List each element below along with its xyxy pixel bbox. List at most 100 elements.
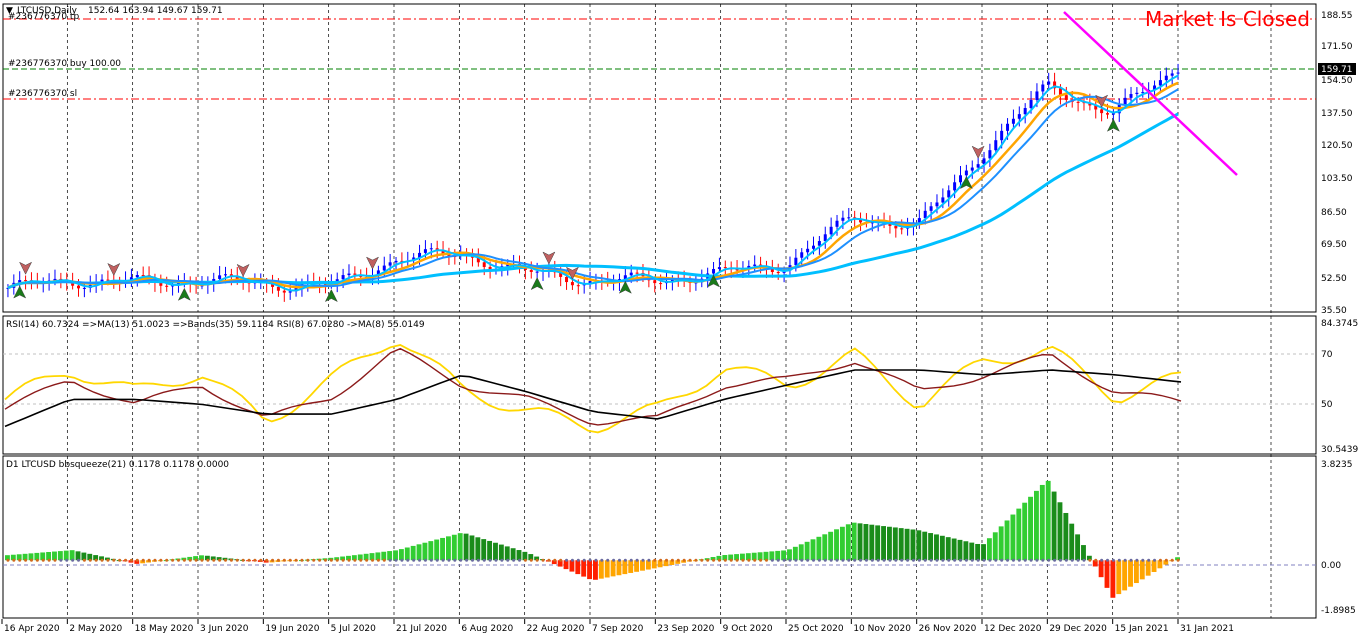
squeeze-bar xyxy=(939,535,945,561)
squeeze-dot xyxy=(729,558,733,562)
squeeze-bar xyxy=(451,534,457,561)
squeeze-axis[interactable]: 3.8235 0.00 -1.8985 xyxy=(1321,460,1356,616)
squeeze-bar xyxy=(481,539,487,561)
price-bar-body xyxy=(588,281,592,284)
squeeze-dot xyxy=(418,558,422,562)
squeeze-dot xyxy=(282,558,286,562)
price-tick: 35.50 xyxy=(1321,306,1347,316)
price-bar-body xyxy=(529,269,533,272)
time-tick: 29 Dec 2020 xyxy=(1049,624,1107,634)
signal-arrows xyxy=(13,94,1120,303)
squeeze-bar xyxy=(434,539,440,561)
squeeze-bar xyxy=(781,550,787,561)
squeeze-dot xyxy=(776,558,780,562)
price-bar-body xyxy=(288,291,292,293)
squeeze-bar xyxy=(57,551,63,561)
price-bar-body xyxy=(1106,113,1109,115)
squeeze-bar xyxy=(675,560,681,564)
rsi-tick: 30.5439 xyxy=(1321,445,1358,455)
price-bar-body xyxy=(800,252,804,258)
squeeze-bar xyxy=(1151,560,1157,572)
squeeze-dot xyxy=(482,558,486,562)
squeeze-dot xyxy=(953,558,957,562)
time-tick: 19 Jun 2020 xyxy=(265,624,319,634)
squeeze-dot xyxy=(547,558,551,562)
price-bar-body xyxy=(964,170,968,176)
squeeze-bar xyxy=(587,560,592,580)
squeeze-dot xyxy=(735,558,739,562)
squeeze-dot xyxy=(1141,558,1145,562)
sell-signal-arrow xyxy=(365,256,380,270)
squeeze-bar xyxy=(663,560,669,567)
squeeze-dot xyxy=(241,558,245,562)
squeeze-dot xyxy=(41,558,45,562)
squeeze-dot xyxy=(165,558,169,562)
squeeze-dot xyxy=(188,558,192,562)
price-bar-body xyxy=(394,260,398,263)
squeeze-bar xyxy=(1004,520,1010,561)
price-bar-body xyxy=(476,257,480,263)
squeeze-dot xyxy=(1029,558,1033,562)
price-bar-body xyxy=(923,210,927,219)
squeeze-dot xyxy=(371,558,374,562)
time-tick: 23 Sep 2020 xyxy=(657,624,714,634)
squeeze-bar xyxy=(945,537,951,561)
squeeze-bar xyxy=(375,552,381,561)
squeeze-bar xyxy=(810,539,816,561)
price-bar-body xyxy=(77,285,80,289)
squeeze-bar xyxy=(1010,514,1016,561)
squeeze-dot xyxy=(423,558,427,562)
price-bar-body xyxy=(1170,73,1174,76)
squeeze-dot xyxy=(147,558,151,562)
price-bar-body xyxy=(400,260,404,262)
squeeze-bar xyxy=(657,560,663,568)
squeeze-bar xyxy=(622,560,628,575)
squeeze-dot xyxy=(1164,558,1168,562)
squeeze-bar xyxy=(1069,523,1075,561)
squeeze-bar xyxy=(334,557,340,561)
squeeze-dot xyxy=(135,558,139,562)
squeeze-dot xyxy=(806,558,810,562)
squeeze-dot xyxy=(318,558,322,562)
price-bar-body xyxy=(418,252,422,258)
squeeze-panel[interactable] xyxy=(2,455,1317,619)
squeeze-dot xyxy=(1153,558,1157,562)
price-tick: 69.50 xyxy=(1321,240,1347,250)
title-arrow-icon[interactable]: ▼ xyxy=(6,6,13,16)
squeeze-dot xyxy=(218,558,222,562)
price-axis[interactable]: 188.55 171.50 154.50 137.50 120.50 103.5… xyxy=(1318,11,1356,316)
price-bar-body xyxy=(235,276,239,280)
squeeze-dot xyxy=(441,558,445,562)
price-bar-body xyxy=(159,282,163,286)
rsi-lines xyxy=(4,344,1182,434)
price-bar-body xyxy=(141,275,145,277)
main-price-panel[interactable] xyxy=(2,3,1317,313)
squeeze-dot xyxy=(512,558,516,562)
squeeze-bar xyxy=(963,541,969,561)
squeeze-bar xyxy=(75,551,81,561)
rsi-axis[interactable]: 84.3745 70 50 30.5439 xyxy=(1321,319,1358,455)
downtrend-line[interactable] xyxy=(1063,11,1238,176)
squeeze-bar xyxy=(1122,560,1128,591)
price-bar-body xyxy=(1123,97,1127,105)
time-axis[interactable]: 16 Apr 2020 2 May 2020 18 May 2020 3 Jun 20… xyxy=(1,619,1234,634)
rsi-panel[interactable] xyxy=(2,315,1317,455)
squeeze-bar xyxy=(1133,560,1139,584)
squeeze-dot xyxy=(829,558,833,562)
squeeze-bar xyxy=(869,524,875,561)
time-tick: 22 Aug 2020 xyxy=(527,624,585,634)
price-bar-body xyxy=(1094,105,1098,110)
sell-signal-arrow xyxy=(1095,94,1109,108)
price-bar-body xyxy=(200,285,204,287)
price-bar-body xyxy=(1100,109,1104,114)
squeeze-dot xyxy=(265,558,269,562)
squeeze-dot xyxy=(976,558,980,562)
squeeze-bar xyxy=(593,560,598,580)
squeeze-dot xyxy=(488,558,492,562)
squeeze-dot xyxy=(106,558,110,562)
squeeze-bar xyxy=(1139,560,1145,580)
sell-signal-arrow xyxy=(971,145,985,159)
price-tick: 188.55 xyxy=(1321,11,1353,21)
time-tick: 7 Sep 2020 xyxy=(592,624,644,634)
